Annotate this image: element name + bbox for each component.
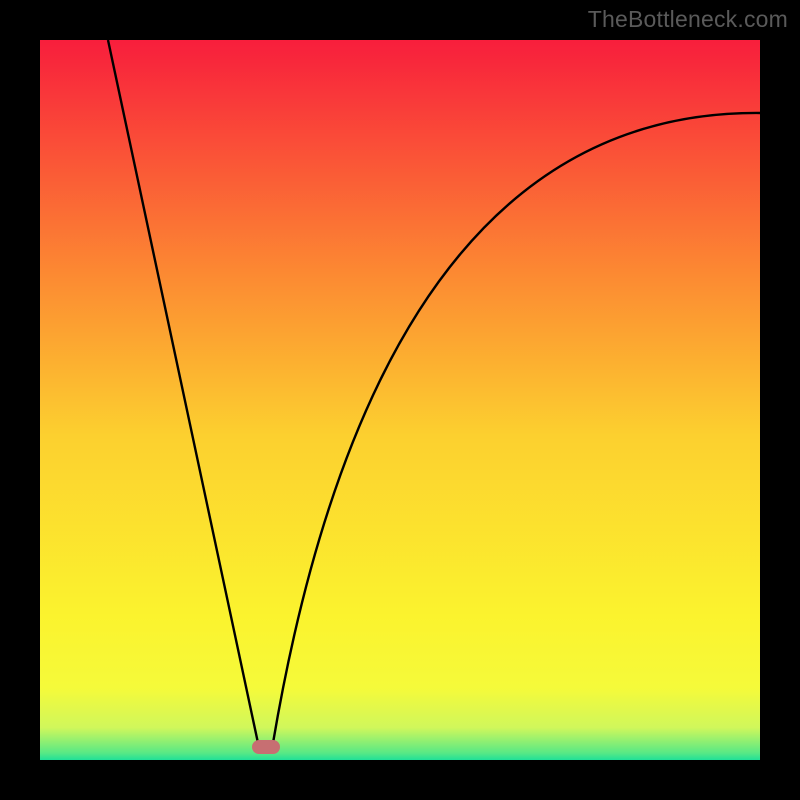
chart-svg (40, 40, 760, 760)
chart-background (40, 40, 760, 760)
plot-area (40, 40, 760, 760)
watermark-text: TheBottleneck.com (588, 6, 788, 33)
chart-frame: TheBottleneck.com (0, 0, 800, 800)
bottleneck-marker (252, 740, 280, 754)
